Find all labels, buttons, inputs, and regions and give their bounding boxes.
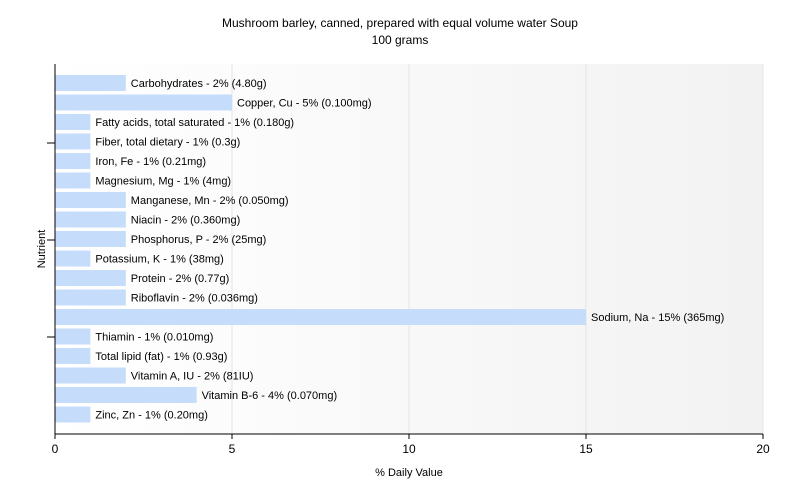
bar-label: Potassium, K - 1% (38mg) [95, 254, 223, 266]
chart-title: Mushroom barley, canned, prepared with e… [222, 16, 578, 30]
bar [55, 250, 91, 267]
bar [55, 231, 126, 247]
bar [55, 192, 126, 208]
bar-label: Thiamin - 1% (0.010mg) [95, 332, 213, 344]
bar-label: Vitamin B-6 - 4% (0.070mg) [202, 390, 338, 402]
bar [55, 211, 126, 228]
bar-label: Fiber, total dietary - 1% (0.3g) [95, 137, 240, 149]
bar-labels-group: Carbohydrates - 2% (4.80g) Copper, Cu - 5… [95, 78, 724, 422]
bar [55, 172, 91, 189]
bar-label: Copper, Cu - 5% (0.100mg) [237, 98, 372, 110]
bar-label: Total lipid (fat) - 1% (0.93g) [95, 351, 227, 363]
x-tick-label: 10 [402, 442, 416, 456]
bar-label: Fatty acids, total saturated - 1% (0.180… [95, 117, 294, 129]
bar-label: Magnesium, Mg - 1% (4mg) [95, 176, 231, 188]
bar-label: Protein - 2% (0.77g) [131, 273, 229, 285]
bar [55, 309, 586, 325]
bar [55, 367, 126, 384]
bar [55, 289, 126, 306]
bar-label: Riboflavin - 2% (0.036mg) [131, 293, 258, 305]
chart-subtitle: 100 grams [372, 33, 429, 47]
bar [55, 153, 91, 169]
bar-label: Carbohydrates - 2% (4.80g) [131, 78, 267, 90]
x-tick-label: 0 [52, 442, 59, 456]
bars-group [55, 75, 586, 423]
bar-label: Vitamin A, IU - 2% (81IU) [131, 371, 254, 383]
bar [55, 270, 126, 286]
bar [55, 114, 91, 130]
bar [55, 75, 126, 91]
bar-label: Phosphorus, P - 2% (25mg) [131, 234, 267, 246]
bar-label: Zinc, Zn - 1% (0.20mg) [95, 410, 207, 422]
x-axis-title: % Daily Value [375, 467, 443, 479]
bar-label: Niacin - 2% (0.360mg) [131, 215, 240, 227]
x-tick-label: 20 [756, 442, 770, 456]
grid-lines [231, 64, 764, 434]
bar-label: Iron, Fe - 1% (0.21mg) [95, 156, 206, 168]
x-tick-label: 5 [229, 442, 236, 456]
bar [55, 328, 91, 345]
y-axis-title: Nutrient [36, 230, 48, 269]
bar-label: Manganese, Mn - 2% (0.050mg) [131, 195, 289, 207]
bar [55, 94, 232, 111]
bar-label: Sodium, Na - 15% (365mg) [591, 312, 724, 324]
bar [55, 387, 197, 403]
bar [55, 348, 91, 364]
x-tick-label: 15 [579, 442, 593, 456]
x-tick-labels: 0 5 10 15 20 [52, 434, 770, 456]
bar [55, 406, 91, 423]
bar [55, 133, 91, 150]
